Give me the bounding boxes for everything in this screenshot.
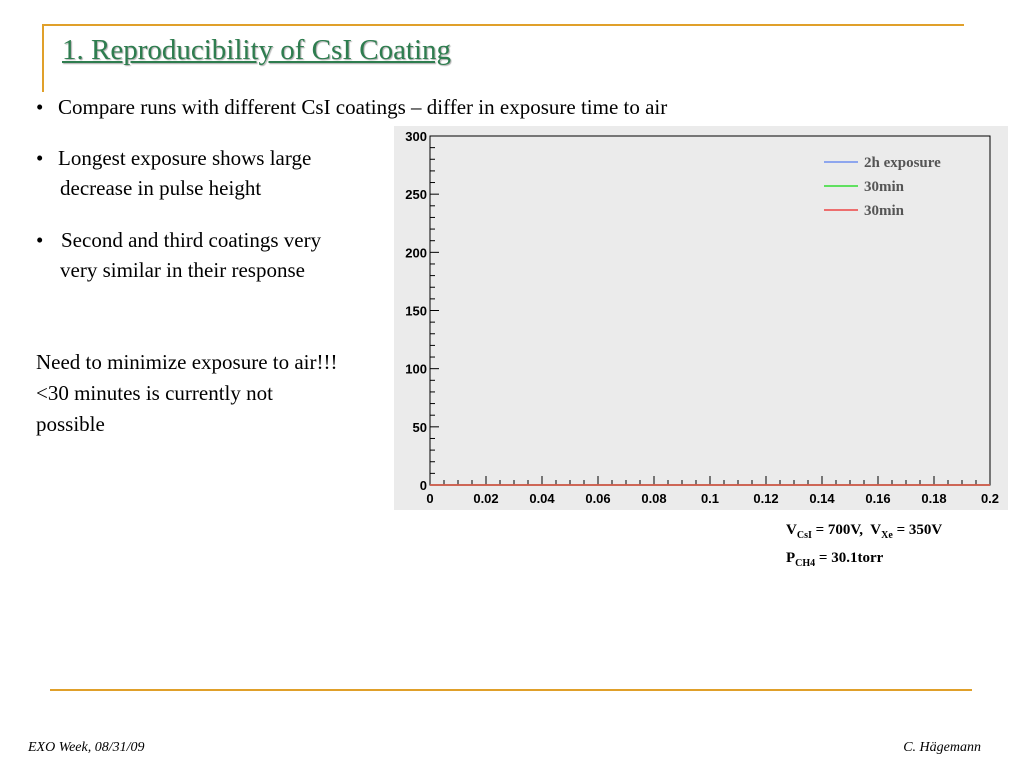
x-tick-label: 0.16: [865, 491, 890, 506]
x-tick-label: 0.08: [641, 491, 666, 506]
bullet-marker: •: [36, 95, 44, 119]
y-tick-label: 150: [405, 304, 427, 319]
x-tick-label: 0.06: [585, 491, 610, 506]
x-tick-label: 0.14: [809, 491, 835, 506]
x-tick-label: 0: [426, 491, 433, 506]
x-tick-label: 0.2: [981, 491, 999, 506]
bullet-line: very similar in their response: [60, 258, 305, 282]
histogram-chart: 0 50 100 150 200 250 300 0 0.02 0.04 0.06 0.08 0.1 0.…: [394, 126, 1008, 510]
plot-area: [429, 135, 991, 486]
y-tick-label: 300: [405, 129, 427, 144]
bullet-marker: •: [36, 228, 44, 252]
run-parameters: VCsI = 700V, VXe = 350V PCH4 = 30.1torr: [786, 519, 942, 575]
pressure-line: PCH4 = 30.1torr: [786, 547, 942, 575]
bullet-text: Second and third coatings very very simi…: [36, 225, 381, 285]
top-rule: [42, 24, 964, 26]
voltage-line: VCsI = 700V, VXe = 350V: [786, 519, 942, 547]
x-tick-label: 0.1: [701, 491, 719, 506]
x-tick-label: 0.04: [529, 491, 555, 506]
v-xe-symbol: V: [870, 522, 882, 538]
bullet-text: Longest exposure shows large decrease in…: [36, 143, 376, 203]
footer-event-date: EXO Week, 08/31/09: [28, 740, 145, 755]
bullet-compare-runs: • Compare runs with different CsI coatin…: [36, 92, 816, 122]
bullet-line: decrease in pulse height: [60, 176, 262, 200]
footer-author: C. Hägemann: [903, 740, 981, 755]
p-value: = 30.1torr: [815, 550, 884, 566]
histogram-svg: 0 50 100 150 200 250 300 0 0.02 0.04 0.06 0.08 0.1 0.…: [394, 126, 1008, 510]
left-rule: [42, 24, 44, 92]
bottom-rule: [50, 689, 972, 691]
slide-title: 1. Reproducibility of CsI Coating: [62, 34, 452, 66]
y-tick-label: 200: [405, 245, 427, 260]
note-line: Need to minimize exposure to air!!!: [36, 350, 338, 374]
v-xe-subscript: Xe: [881, 530, 893, 541]
x-tick-label: 0.18: [921, 491, 946, 506]
p-subscript: CH4: [795, 558, 816, 569]
y-tick-label: 100: [405, 362, 427, 377]
bullet-longest-exposure: • Longest exposure shows large decrease …: [36, 143, 376, 203]
legend-label-3: 30min: [864, 203, 905, 219]
bullet-second-third-coatings: • Second and third coatings very very si…: [36, 225, 381, 285]
y-tick-label: 0: [420, 478, 427, 493]
y-tick-label: 50: [413, 420, 427, 435]
bullet-line: Second and third coatings very: [61, 228, 322, 252]
conclusion-note: Need to minimize exposure to air!!! <30 …: [36, 347, 396, 440]
bullet-line: Longest exposure shows large: [58, 146, 312, 170]
v-csi-symbol: V: [786, 522, 797, 538]
note-line: possible: [36, 412, 105, 436]
legend-label-1: 2h exposure: [864, 155, 941, 171]
v-csi-subscript: CsI: [796, 530, 812, 541]
legend-label-2: 30min: [864, 179, 905, 195]
p-symbol: P: [786, 550, 796, 566]
bullet-marker: •: [36, 146, 44, 170]
x-tick-label: 0.02: [473, 491, 498, 506]
x-tick-label: 0.12: [753, 491, 778, 506]
v-csi-value: = 700V,: [811, 522, 871, 538]
note-line: <30 minutes is currently not: [36, 381, 273, 405]
y-tick-label: 250: [405, 187, 427, 202]
v-xe-value: = 350V: [892, 522, 943, 538]
bullet-text: Compare runs with different CsI coatings…: [58, 95, 668, 119]
